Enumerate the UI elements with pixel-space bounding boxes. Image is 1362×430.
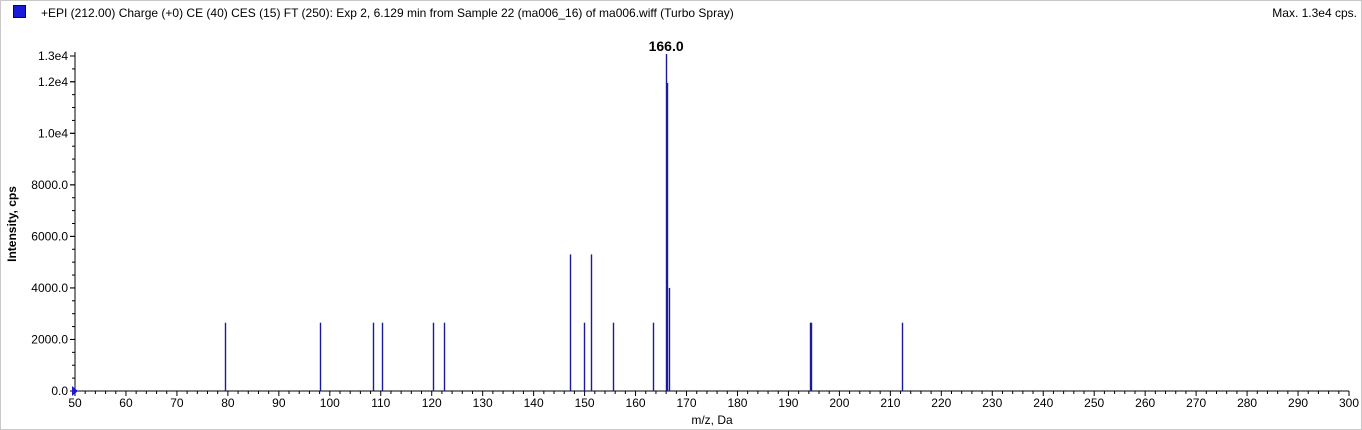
x-tick-label: 90: [272, 396, 286, 410]
x-tick-label: 160: [626, 396, 646, 410]
x-tick-label: 220: [931, 396, 951, 410]
x-tick-label: 50: [68, 396, 82, 410]
x-tick-label: 150: [575, 396, 595, 410]
x-tick-label: 300: [1339, 396, 1359, 410]
x-tick-label: 230: [982, 396, 1002, 410]
x-tick-label: 260: [1135, 396, 1155, 410]
x-tick-label: 180: [727, 396, 747, 410]
y-axis-title: Intensity, cps: [5, 186, 19, 262]
x-tick-label: 120: [422, 396, 442, 410]
x-tick-label: 270: [1186, 396, 1206, 410]
y-tick-label: 1.3e4: [38, 49, 68, 63]
x-tick-label: 200: [829, 396, 849, 410]
x-tick-label: 100: [320, 396, 340, 410]
x-tick-label: 170: [677, 396, 697, 410]
chart-header: +EPI (212.00) Charge (+0) CE (40) CES (1…: [1, 1, 1361, 27]
origin-marker: [72, 386, 78, 396]
axes: 50 60 70 80 90 100 110 120 130 140 150 160 170 180 190…: [31, 49, 1359, 410]
x-tick-label: 210: [880, 396, 900, 410]
spectrum-peaks: [224, 54, 904, 391]
x-tick-label: 140: [524, 396, 544, 410]
x-axis-title: m/z, Da: [691, 413, 733, 427]
y-tick-label: 6000.0: [31, 229, 68, 243]
y-tick-label: 1.0e4: [38, 126, 68, 140]
x-tick-label: 240: [1033, 396, 1053, 410]
y-tick-label: 4000.0: [31, 281, 68, 295]
y-tick-label: 2000.0: [31, 332, 68, 346]
x-tick-label: 60: [119, 396, 133, 410]
peak-annotations: 166.0: [649, 38, 684, 54]
x-tick-label: 250: [1084, 396, 1104, 410]
y-tick-label: 1.2e4: [38, 75, 68, 89]
x-tick-label: 290: [1288, 396, 1308, 410]
x-tick-label: 110: [371, 396, 390, 410]
x-tick-label: 190: [778, 396, 798, 410]
series-legend-swatch[interactable]: [13, 5, 26, 18]
y-tick-label: 8000.0: [31, 178, 68, 192]
x-tick-label: 80: [221, 396, 235, 410]
max-intensity-label: Max. 1.3e4 cps.: [1272, 6, 1357, 20]
x-tick-label: 280: [1237, 396, 1257, 410]
x-tick-label: 130: [473, 396, 493, 410]
chart-title: +EPI (212.00) Charge (+0) CE (40) CES (1…: [41, 6, 734, 20]
y-tick-label: 0.0: [51, 384, 68, 398]
peak-label: 166.0: [649, 38, 684, 54]
x-tick-label: 70: [170, 396, 184, 410]
